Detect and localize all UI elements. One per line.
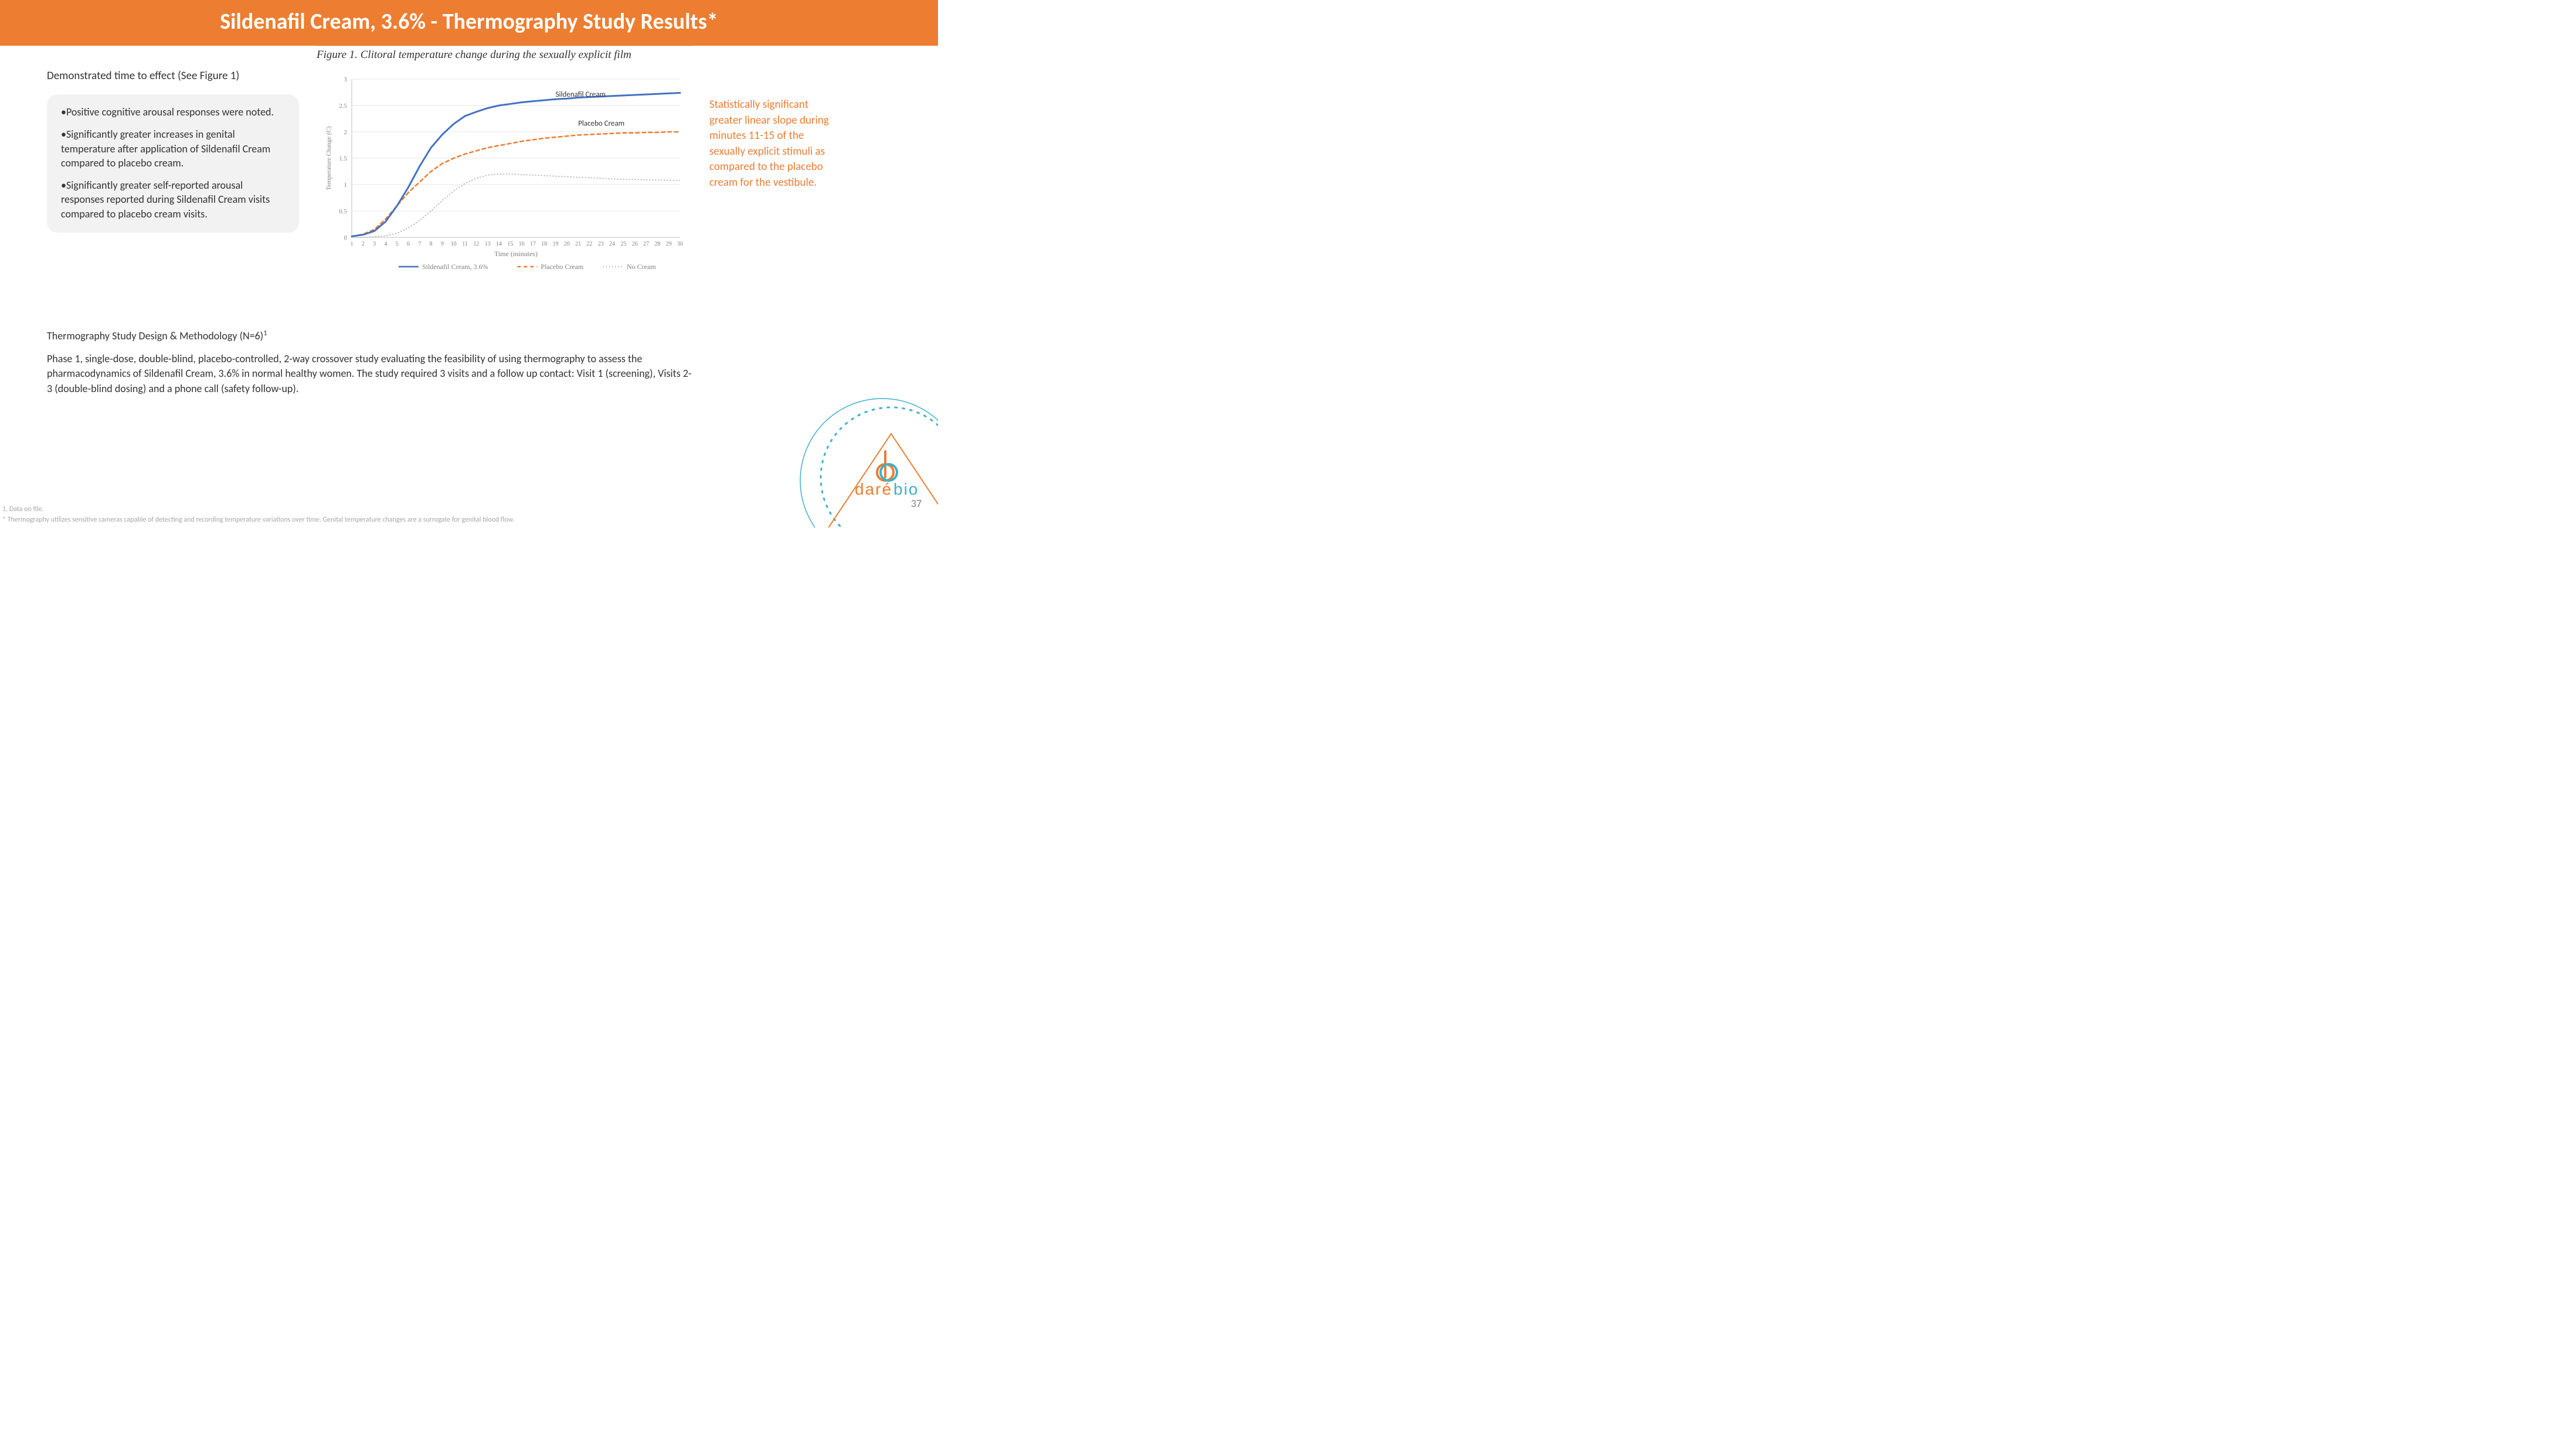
svg-text:20: 20 bbox=[564, 241, 570, 247]
svg-text:6: 6 bbox=[407, 241, 410, 247]
svg-text:5: 5 bbox=[396, 241, 399, 247]
svg-text:14: 14 bbox=[496, 241, 502, 247]
slide-title: Sildenafil Cream, 3.6% - Thermography St… bbox=[0, 8, 938, 35]
svg-text:25: 25 bbox=[620, 241, 626, 247]
svg-text:23: 23 bbox=[598, 241, 604, 247]
svg-text:2.5: 2.5 bbox=[339, 103, 347, 110]
bullet-3: •Significantly greater self-reported aro… bbox=[61, 178, 285, 221]
svg-text:10: 10 bbox=[451, 241, 457, 247]
svg-text:1: 1 bbox=[351, 241, 354, 247]
content-area: Demonstrated time to effect (See Figure … bbox=[0, 46, 938, 233]
svg-text:Sildenafil Cream: Sildenafil Cream bbox=[556, 90, 606, 99]
svg-text:24: 24 bbox=[609, 241, 615, 247]
methodology-sup: 1 bbox=[263, 329, 267, 338]
svg-text:bio: bio bbox=[893, 480, 919, 498]
svg-text:8: 8 bbox=[430, 241, 433, 247]
svg-text:26: 26 bbox=[632, 241, 638, 247]
svg-text:11: 11 bbox=[462, 241, 468, 247]
svg-text:16: 16 bbox=[519, 241, 525, 247]
svg-text:7: 7 bbox=[418, 241, 421, 247]
svg-text:3: 3 bbox=[373, 241, 376, 247]
svg-text:30: 30 bbox=[677, 241, 683, 247]
line-chart: 00.511.522.53123456789101112131415161718… bbox=[317, 67, 692, 284]
svg-text:9: 9 bbox=[441, 241, 444, 247]
bullet-1: •Positive cognitive arousal responses we… bbox=[61, 105, 285, 119]
logo-corner: darébio bbox=[739, 363, 938, 527]
svg-text:28: 28 bbox=[654, 241, 660, 247]
svg-text:27: 27 bbox=[643, 241, 649, 247]
figure-block: Figure 1. Clitoral temperature change du… bbox=[317, 46, 692, 287]
stat-note: Statistically significant greater linear… bbox=[709, 97, 838, 191]
methodology-title: Thermography Study Design & Methodology … bbox=[47, 328, 692, 343]
svg-text:2: 2 bbox=[344, 129, 348, 136]
svg-text:12: 12 bbox=[473, 241, 479, 247]
svg-text:Time (minutes): Time (minutes) bbox=[494, 250, 538, 258]
svg-text:17: 17 bbox=[530, 241, 536, 247]
svg-text:22: 22 bbox=[587, 241, 593, 247]
footnote-1: 1. Data on file. bbox=[2, 504, 514, 515]
svg-text:3: 3 bbox=[344, 76, 348, 83]
bullet-2: •Significantly greater increases in geni… bbox=[61, 127, 285, 170]
svg-text:Sildenafil Cream, 3.6%: Sildenafil Cream, 3.6% bbox=[422, 263, 488, 271]
figure-title: Figure 1. Clitoral temperature change du… bbox=[317, 46, 692, 62]
svg-text:13: 13 bbox=[485, 241, 491, 247]
svg-text:21: 21 bbox=[575, 241, 581, 247]
svg-text:29: 29 bbox=[666, 241, 672, 247]
svg-text:No Cream: No Cream bbox=[627, 263, 656, 271]
svg-text:Placebo Cream: Placebo Cream bbox=[541, 263, 584, 271]
svg-text:1: 1 bbox=[344, 182, 348, 189]
page-number: 37 bbox=[911, 497, 922, 510]
svg-text:Temperature Change (C): Temperature Change (C) bbox=[325, 126, 332, 190]
svg-text:19: 19 bbox=[553, 241, 559, 247]
methodology-body: Phase 1, single-dose, double-blind, plac… bbox=[47, 352, 692, 396]
svg-text:0: 0 bbox=[344, 234, 348, 241]
footnote-2: * Thermography utilizes sensitive camera… bbox=[2, 515, 514, 525]
svg-text:15: 15 bbox=[507, 241, 513, 247]
title-band: Sildenafil Cream, 3.6% - Thermography St… bbox=[0, 0, 938, 46]
svg-text:2: 2 bbox=[362, 241, 365, 247]
footnotes: 1. Data on file. * Thermography utilizes… bbox=[2, 504, 514, 525]
methodology-block: Thermography Study Design & Methodology … bbox=[47, 328, 692, 396]
svg-text:daré: daré bbox=[855, 480, 892, 498]
darebio-logo: darébio bbox=[739, 363, 938, 527]
bullet-panel: •Positive cognitive arousal responses we… bbox=[47, 94, 299, 233]
svg-text:1.5: 1.5 bbox=[339, 155, 347, 162]
svg-text:0.5: 0.5 bbox=[339, 208, 347, 215]
methodology-title-text: Thermography Study Design & Methodology … bbox=[47, 329, 263, 342]
svg-text:4: 4 bbox=[384, 241, 387, 247]
svg-text:18: 18 bbox=[541, 241, 547, 247]
svg-text:Placebo Cream: Placebo Cream bbox=[578, 120, 624, 128]
